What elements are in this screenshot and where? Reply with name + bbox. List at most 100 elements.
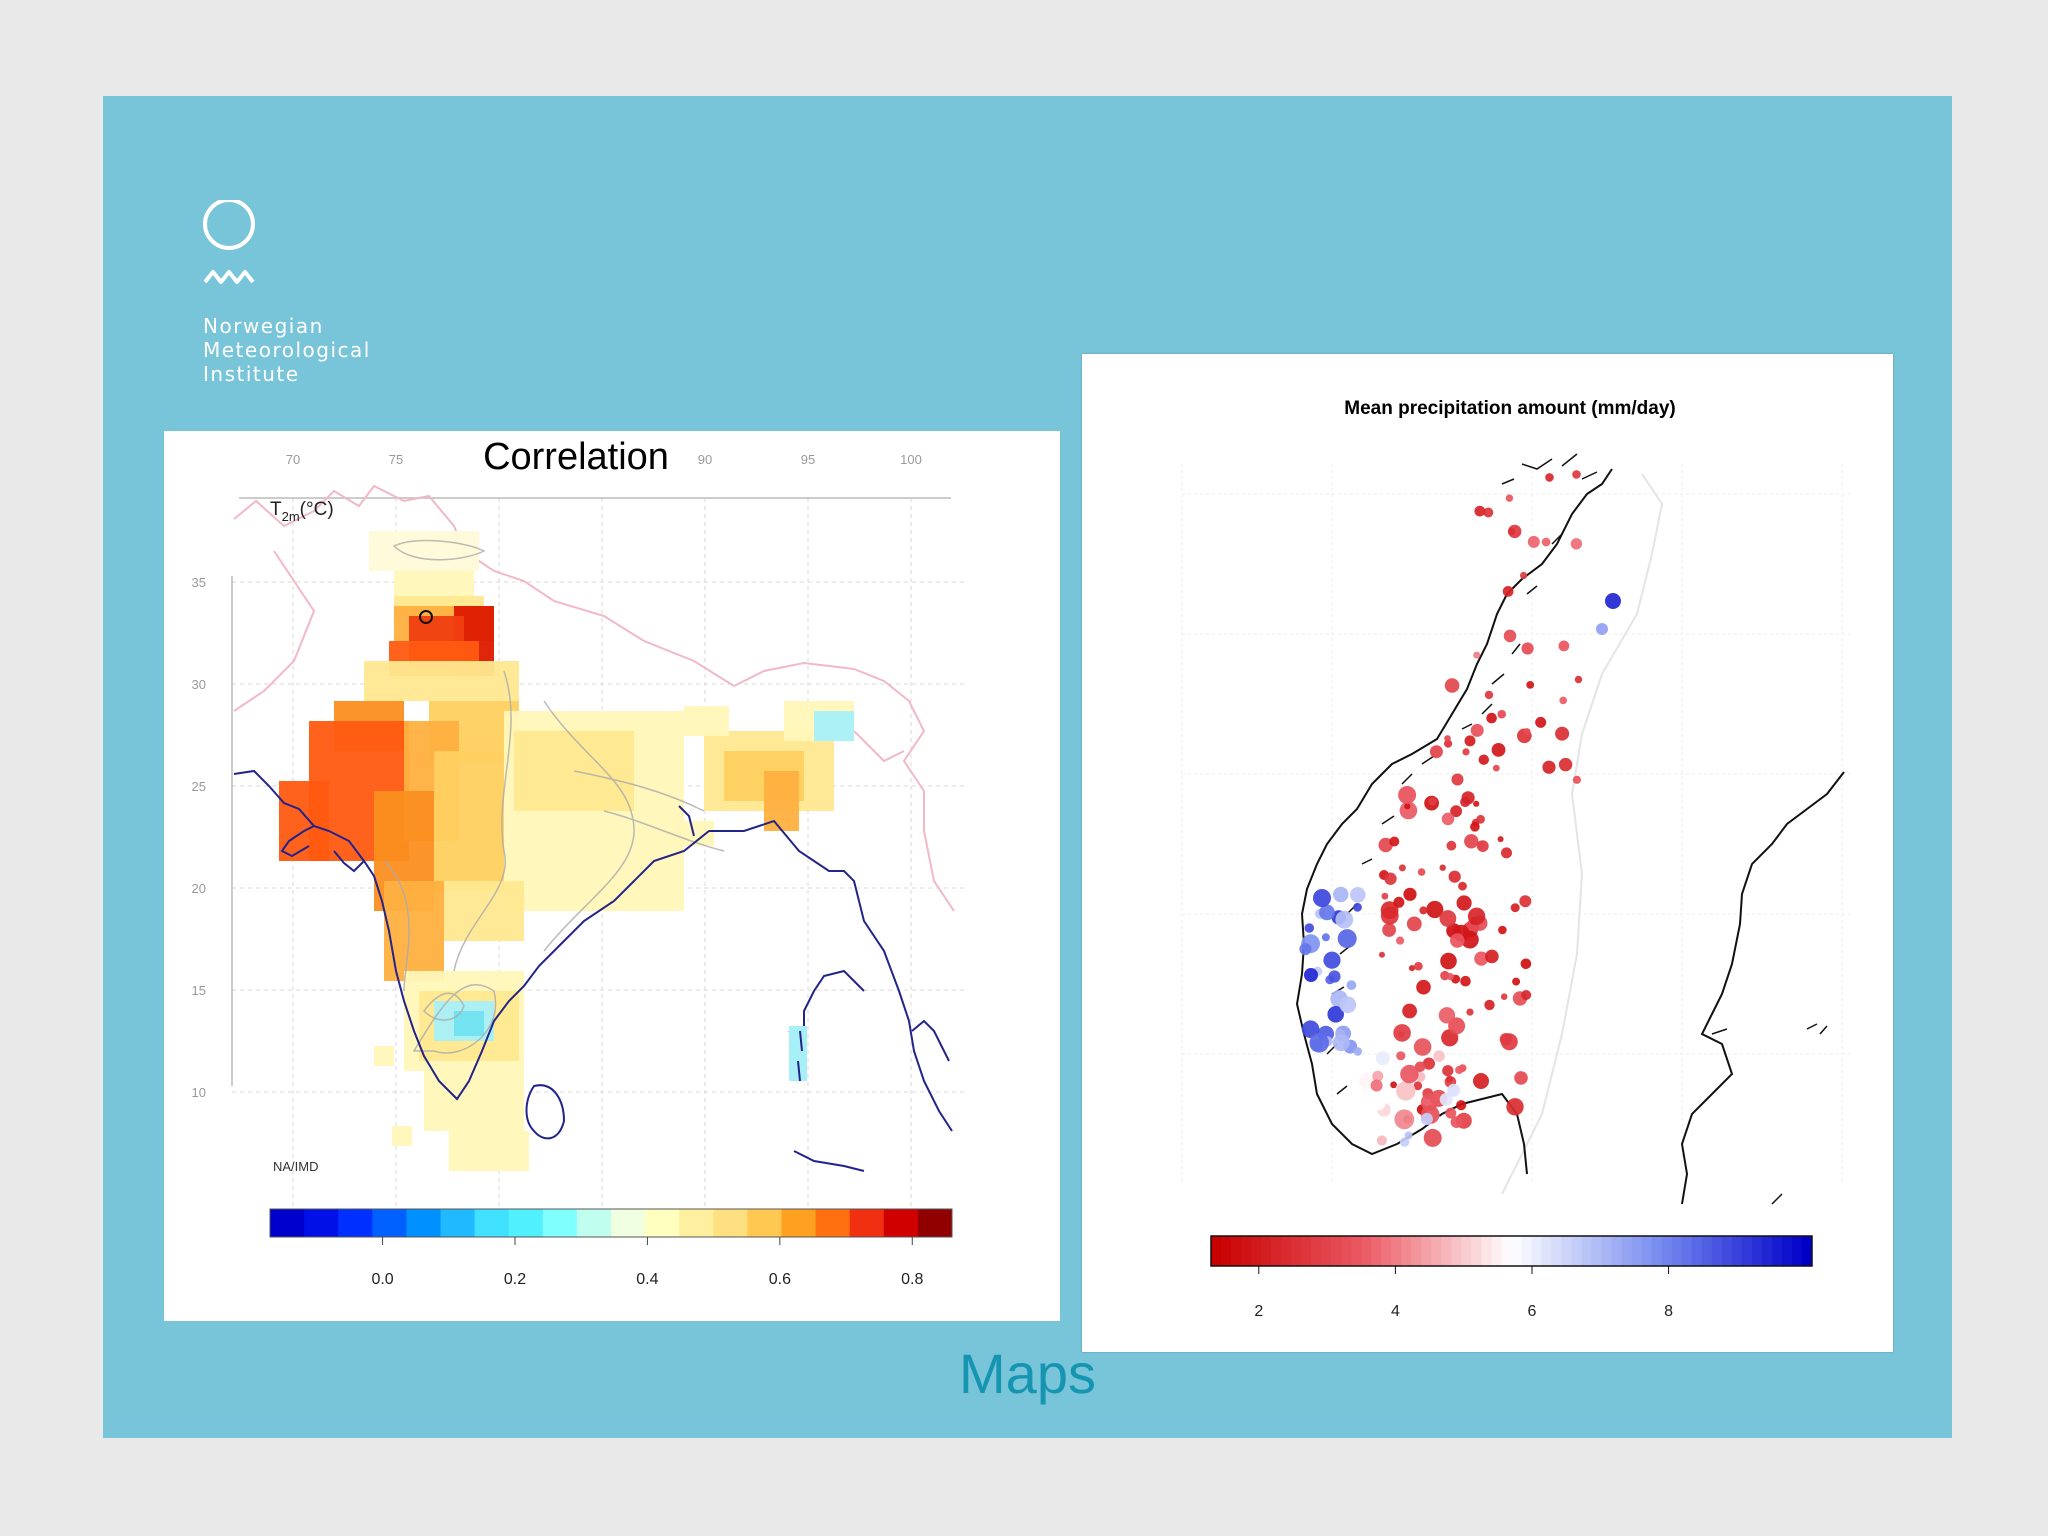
precip-station-point: [1462, 748, 1470, 756]
correlation-cell: [384, 881, 444, 981]
lon-tick-label: 100: [900, 452, 922, 467]
latitude-labels: 10 15 20 25 30 35: [192, 575, 206, 1100]
precip-colorbar-swatch: [1601, 1236, 1613, 1266]
precip-colorbar-swatch: [1561, 1236, 1573, 1266]
precip-colorbar-swatch: [1611, 1236, 1623, 1266]
precip-colorbar-swatch: [1451, 1236, 1462, 1266]
precip-station-point: [1333, 886, 1349, 903]
precip-colorbar-swatch: [1701, 1236, 1713, 1266]
land-outline: [1501, 473, 1664, 1195]
precip-station-point: [1464, 735, 1476, 747]
correlation-map: Correlation 70 75 90 95 100 10 15 20 25 30 35: [192, 436, 964, 1288]
precip-station-point: [1526, 681, 1535, 689]
correlation-cell: [684, 706, 729, 736]
precip-colorbar-swatch: [1801, 1236, 1813, 1266]
precip-station-point: [1596, 623, 1608, 635]
precip-station-point: [1535, 716, 1547, 728]
precip-colorbar-swatch: [1441, 1236, 1452, 1266]
precip-station-point: [1404, 803, 1411, 810]
precip-station-point: [1404, 1131, 1413, 1140]
precip-station-point: [1500, 1033, 1518, 1051]
correlation-cell: [449, 1131, 529, 1171]
precip-station-point: [1545, 473, 1554, 482]
precip-station-point: [1422, 1057, 1435, 1070]
precip-station-point: [1476, 840, 1485, 849]
correlation-cell: [374, 1046, 394, 1066]
colorbar-swatch: [372, 1209, 407, 1237]
colorbar-swatch: [645, 1209, 680, 1237]
precip-station-point: [1474, 951, 1489, 966]
precip-station-point: [1417, 868, 1426, 876]
source-label: NA/IMD: [273, 1159, 319, 1174]
precip-station-point: [1403, 887, 1417, 901]
lat-tick-label: 15: [192, 983, 206, 998]
precip-station-point: [1378, 837, 1393, 853]
precip-station-point: [1441, 812, 1455, 826]
precip-station-point: [1396, 936, 1405, 945]
institute-logo: Norwegian Meteorological Institute: [203, 200, 371, 386]
correlation-map-panel: Correlation 70 75 90 95 100 10 15 20 25 30 35: [164, 431, 1060, 1321]
precip-station-point: [1394, 1109, 1415, 1130]
precip-station-point: [1483, 507, 1494, 518]
precip-station-point: [1572, 470, 1581, 479]
correlation-map-title: Correlation: [483, 436, 669, 478]
map-gridlines: [232, 498, 964, 1231]
precip-station-point: [1439, 910, 1457, 927]
precip-station-point: [1416, 979, 1431, 995]
precip-station-point: [1446, 840, 1457, 851]
precip-station-point: [1400, 1064, 1419, 1084]
precip-colorbar-swatch: [1291, 1236, 1302, 1266]
precip-colorbar-swatch: [1761, 1236, 1773, 1266]
precip-colorbar-swatch: [1371, 1236, 1382, 1266]
precip-colorbar-swatch: [1641, 1236, 1653, 1266]
colorbar-swatch: [611, 1209, 646, 1237]
precip-station-point: [1450, 1116, 1463, 1128]
precip-station-point: [1570, 538, 1583, 550]
precip-colorbar-swatch: [1491, 1236, 1502, 1266]
precipitation-map: Mean precipitation amount (mm/day) 2 4 6 8: [1181, 398, 1852, 1320]
precip-station-point: [1323, 951, 1341, 969]
correlation-contours: [383, 539, 725, 1054]
precip-station-point: [1393, 1024, 1411, 1042]
precip-station-point: [1521, 990, 1532, 1000]
correlation-colorbar-ticks: 0.0 0.2 0.4 0.6 0.8: [371, 1237, 923, 1288]
precip-station-point: [1332, 1034, 1350, 1052]
precip-station-point: [1461, 791, 1475, 805]
precip-station-point: [1519, 895, 1532, 908]
colorbar-swatch: [474, 1209, 510, 1237]
precip-colorbar-swatch: [1271, 1236, 1282, 1266]
precip-station-point: [1484, 690, 1494, 700]
precip-station-point: [1466, 1008, 1474, 1016]
precip-colorbar-swatch: [1731, 1236, 1743, 1266]
andaman-islands: [789, 1026, 807, 1082]
precip-station-point: [1464, 834, 1479, 849]
precip-station-point: [1399, 801, 1418, 820]
colorbar-swatch: [542, 1209, 578, 1237]
precip-station-point: [1423, 1128, 1442, 1147]
precip-colorbar-swatch: [1531, 1236, 1543, 1266]
precip-station-point: [1520, 571, 1528, 579]
precip-station-point: [1353, 1047, 1362, 1056]
precip-station-point: [1505, 494, 1514, 502]
precip-station-point: [1460, 975, 1471, 987]
logo-line-3: Institute: [203, 362, 300, 386]
precip-station-point: [1456, 1100, 1467, 1111]
precipitation-map-title: Mean precipitation amount (mm/day): [1344, 398, 1675, 419]
east-coastline: [1680, 771, 1845, 1205]
precip-station-point: [1506, 1098, 1524, 1116]
precip-station-point: [1384, 872, 1397, 885]
precip-station-point: [1398, 864, 1406, 872]
precip-station-point: [1446, 1075, 1453, 1083]
precip-station-point: [1542, 760, 1556, 774]
precip-colorbar-swatch: [1741, 1236, 1753, 1266]
colorbar-tick-label: 0.0: [371, 1271, 393, 1288]
precip-colorbar-swatch: [1221, 1236, 1232, 1266]
correlation-cell: [434, 751, 504, 891]
precip-station-point: [1458, 881, 1467, 891]
precip-station-point: [1473, 651, 1481, 659]
precip-colorbar-swatch: [1301, 1236, 1312, 1266]
precip-station-point: [1396, 1051, 1406, 1061]
longitude-labels: 70 75 90 95 100: [286, 452, 922, 467]
precip-station-point: [1502, 586, 1514, 597]
precip-colorbar-swatch: [1721, 1236, 1733, 1266]
